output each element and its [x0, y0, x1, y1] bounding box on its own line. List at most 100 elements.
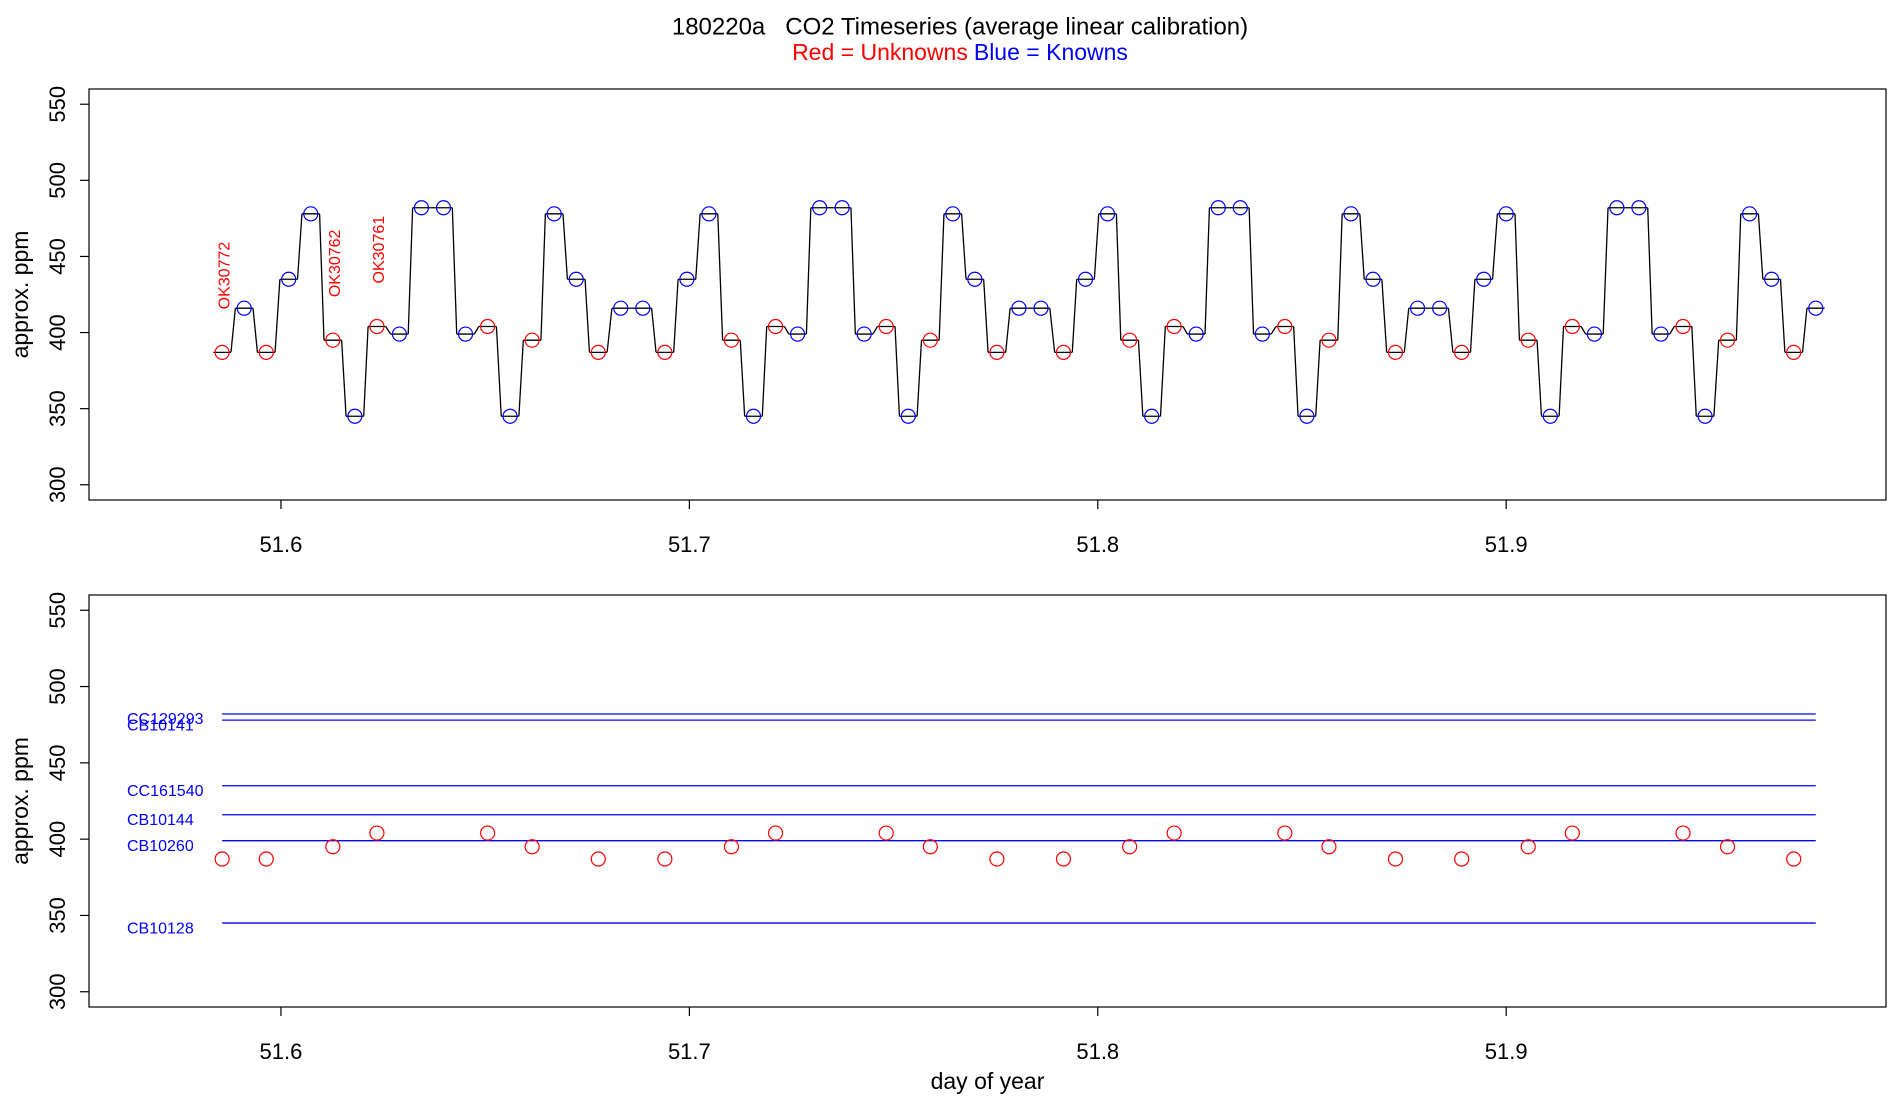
- trace-transition: [1071, 279, 1078, 353]
- data-point: [679, 271, 695, 287]
- data-point: [723, 839, 740, 855]
- trace-transition: [363, 326, 369, 417]
- sample-label: OK30762: [327, 229, 344, 297]
- data-point: [1653, 326, 1669, 342]
- data-point: [1741, 206, 1758, 222]
- trace-transition: [1558, 326, 1565, 417]
- standard-label: CB10128: [127, 920, 194, 937]
- data-point: [1786, 851, 1802, 867]
- trace-transition: [960, 213, 967, 280]
- data-point: [1232, 200, 1248, 216]
- sample-label: OK30772: [216, 242, 233, 310]
- trace-transition: [1049, 308, 1056, 353]
- trace-transition: [1713, 340, 1720, 417]
- x-tick-label: 51.7: [668, 532, 711, 557]
- data-point: [1631, 200, 1647, 216]
- data-point: [236, 300, 252, 316]
- trace-transition: [1669, 326, 1675, 335]
- trace-transition: [916, 340, 923, 417]
- trace-transition: [1779, 279, 1786, 353]
- trace-transition: [473, 326, 480, 335]
- data-point: [325, 839, 341, 855]
- data-point: [613, 300, 629, 316]
- standard-label: CC129293: [127, 711, 204, 728]
- trace-transition: [739, 340, 746, 417]
- trace-transition: [1469, 279, 1476, 353]
- data-point: [723, 332, 740, 348]
- data-point: [1277, 318, 1293, 335]
- trace-transition: [805, 207, 812, 335]
- data-point: [834, 200, 850, 216]
- data-point: [1365, 271, 1381, 287]
- data-point: [214, 851, 230, 867]
- trace-transition: [1137, 340, 1144, 417]
- y-tick-label: 550: [45, 86, 70, 123]
- trace-transition: [1159, 326, 1166, 417]
- trace-transition: [606, 308, 613, 353]
- data-point: [1564, 318, 1580, 335]
- trace-transition: [1691, 326, 1697, 417]
- data-point: [635, 300, 651, 316]
- y-tick-label: 400: [45, 314, 70, 351]
- data-point: [1321, 839, 1337, 855]
- trace-transition: [761, 326, 768, 417]
- trace-transition: [938, 213, 945, 341]
- y-tick-label: 550: [45, 592, 70, 629]
- legend-entry: Red = Unknowns: [792, 39, 968, 65]
- data-point: [1321, 332, 1337, 348]
- data-point: [568, 271, 584, 287]
- data-point: [258, 344, 274, 360]
- data-point: [347, 408, 363, 424]
- data-point: [1055, 344, 1072, 360]
- data-point: [745, 408, 762, 424]
- trace-transition: [518, 340, 524, 417]
- data-point: [767, 825, 784, 841]
- data-point: [1299, 408, 1315, 424]
- data-point: [590, 344, 606, 360]
- trace-transition: [983, 279, 989, 353]
- y-axis-title: approx. ppm: [7, 737, 33, 865]
- trace-transition: [1514, 213, 1521, 341]
- trace-transition: [495, 326, 502, 417]
- trace-transition: [783, 326, 790, 335]
- trace-transition: [584, 279, 591, 353]
- data-point: [945, 206, 961, 222]
- data-point: [922, 332, 938, 348]
- y-tick-label: 450: [45, 238, 70, 275]
- data-point: [1277, 825, 1293, 841]
- x-tick-label: 51.9: [1485, 532, 1528, 557]
- x-tick-label: 51.8: [1076, 532, 1119, 557]
- trace-transition: [1491, 213, 1499, 280]
- trace-transition: [1292, 326, 1299, 417]
- data-point: [480, 318, 496, 335]
- data-point: [789, 326, 806, 342]
- trace-transition: [1005, 308, 1011, 353]
- data-point: [701, 206, 717, 222]
- legend-entry: Blue = Knowns: [974, 39, 1128, 65]
- data-point: [1188, 326, 1204, 342]
- data-point: [1254, 326, 1270, 342]
- data-point: [1498, 206, 1514, 222]
- data-point: [1586, 326, 1602, 342]
- trace-transition: [385, 326, 392, 335]
- trace-transition: [230, 308, 237, 353]
- trace-transition: [695, 213, 701, 280]
- data-point: [1786, 344, 1802, 360]
- x-tick-label: 51.7: [668, 1039, 711, 1064]
- y-tick-label: 350: [45, 390, 70, 427]
- y-tick-label: 300: [45, 973, 70, 1010]
- data-point: [214, 344, 230, 360]
- sample-label: OK30761: [371, 216, 388, 284]
- trace-transition: [1536, 340, 1543, 417]
- data-point: [657, 344, 673, 360]
- data-point: [369, 318, 385, 335]
- trace-transition: [451, 207, 458, 335]
- data-point: [1520, 839, 1536, 855]
- y-tick-label: 300: [45, 466, 70, 503]
- data-point: [1343, 206, 1359, 222]
- x-tick-label: 51.6: [260, 532, 303, 557]
- data-point: [457, 326, 474, 342]
- y-tick-label: 450: [45, 744, 70, 781]
- data-point: [1077, 271, 1094, 287]
